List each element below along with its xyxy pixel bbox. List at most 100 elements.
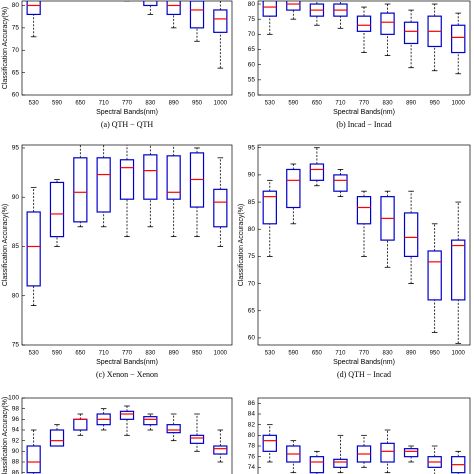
- plot-frame: [21, 0, 233, 96]
- panel: 60 65 70 75 80 85 90 95 530 590 650 710 770 830 890 950…: [238, 144, 471, 379]
- y-axis-label: Classification Accuracy(%): [2, 204, 9, 286]
- y-tick-label: 65: [248, 307, 256, 314]
- plot-frame: [257, 397, 471, 474]
- y-tick-label: 90: [248, 172, 256, 179]
- x-tick-label: 890: [169, 351, 180, 357]
- x-tick-label: 530: [265, 101, 276, 107]
- box: [213, 445, 228, 455]
- x-tick-label: 950: [192, 101, 203, 107]
- y-tick-label: 94: [12, 427, 20, 434]
- box: [356, 15, 372, 32]
- x-tick-label: 1000: [452, 351, 466, 357]
- box: [309, 163, 325, 181]
- box: [309, 456, 325, 474]
- y-tick-label: 86: [248, 400, 256, 407]
- x-tick-label: 1000: [452, 101, 466, 107]
- y-tick-label: 92: [12, 437, 20, 444]
- boxes: [262, 1, 466, 75]
- y-tick-label: 98: [12, 405, 20, 412]
- box: [73, 157, 88, 223]
- x-tick-label: 950: [192, 351, 203, 357]
- y-tick-label: 60: [248, 61, 256, 68]
- y-tick-label: 60: [12, 92, 20, 99]
- x-tick-label: 710: [335, 101, 346, 107]
- box: [262, 190, 277, 225]
- panel: 60 65 70 75 80 530 590 650 710 770 830 890 950 1000 Sp…: [2, 0, 233, 129]
- box: [26, 1, 41, 16]
- x-tick-label: 1000: [214, 101, 228, 107]
- y-tick-label: 70: [12, 47, 20, 54]
- y-tick-label: 75: [12, 25, 20, 32]
- x-tick-label: 770: [122, 351, 133, 357]
- box: [427, 250, 442, 301]
- y-tick-label: 85: [248, 199, 256, 206]
- x-axis-label: Spectral Bands(nm): [333, 109, 395, 116]
- x-tick-label: 650: [75, 101, 86, 107]
- x-tick-label: 650: [312, 101, 323, 107]
- x-axis-label: Spectral Bands(nm): [333, 359, 395, 366]
- y-tick-label: 90: [12, 194, 20, 201]
- x-tick-label: 950: [430, 101, 441, 107]
- panel: 50 55 60 65 70 75 80 530 590 650 710 770 830 890 950 10…: [248, 0, 471, 129]
- plot-frame: [21, 144, 233, 346]
- box: [451, 24, 466, 54]
- y-tick-label: 95: [12, 145, 20, 152]
- y-tick-label: 80: [248, 432, 256, 439]
- x-tick-label: 530: [29, 351, 40, 357]
- box: [26, 445, 41, 474]
- x-tick-label: 1000: [214, 351, 228, 357]
- y-tick-label: 70: [248, 31, 256, 38]
- y-tick-label: 74: [248, 464, 256, 471]
- x-tick-label: 710: [99, 351, 110, 357]
- y-tick-label: 80: [12, 2, 20, 9]
- x-tick-label: 710: [335, 351, 346, 357]
- caption: (d) QTH − Incad: [337, 370, 391, 379]
- panel: 74 76 78 80 82 84 86: [248, 397, 471, 474]
- y-tick-label: 50: [248, 92, 256, 99]
- box: [49, 429, 65, 447]
- box: [403, 212, 419, 258]
- box: [143, 1, 158, 7]
- y-tick-label: 76: [248, 453, 256, 460]
- y-tick-label: 85: [12, 243, 20, 250]
- box: [189, 1, 205, 29]
- y-tick-label: 75: [12, 342, 20, 349]
- x-tick-label: 830: [383, 351, 394, 357]
- x-tick-label: 770: [359, 351, 370, 357]
- box: [451, 239, 466, 301]
- boxes: [262, 147, 466, 344]
- x-tick-label: 770: [359, 101, 370, 107]
- box: [380, 12, 395, 35]
- x-tick-label: 590: [52, 351, 63, 357]
- y-tick-label: 75: [248, 253, 256, 260]
- x-axis-label: Spectral Bands(nm): [96, 359, 158, 366]
- y-tick-label: 90: [12, 448, 20, 455]
- boxes: [26, 1, 228, 69]
- y-tick-label: 80: [248, 226, 256, 233]
- box: [213, 188, 228, 228]
- box: [143, 416, 158, 426]
- box: [286, 168, 301, 209]
- panel: 75 80 85 90 95 530 590 650 710 770 830 890 950 1000 Sp…: [2, 144, 233, 379]
- x-tick-label: 890: [406, 101, 417, 107]
- y-tick-label: 100: [8, 395, 19, 402]
- caption: (b) Incad − Incad: [336, 120, 391, 129]
- y-tick-label: 65: [248, 46, 256, 53]
- y-tick-label: 82: [248, 421, 256, 428]
- x-axis-label: Spectral Bands(nm): [96, 109, 158, 116]
- x-tick-label: 530: [265, 351, 276, 357]
- x-tick-label: 830: [383, 101, 394, 107]
- box: [262, 434, 277, 452]
- y-tick-label: 78: [248, 443, 256, 450]
- box: [403, 448, 419, 458]
- x-tick-label: 830: [145, 351, 156, 357]
- x-tick-label: 830: [145, 101, 156, 107]
- y-tick-label: 65: [12, 69, 20, 76]
- y-tick-label: 60: [248, 335, 256, 342]
- x-tick-label: 650: [312, 351, 323, 357]
- x-tick-label: 530: [29, 101, 40, 107]
- box: [333, 174, 348, 192]
- box: [380, 442, 395, 463]
